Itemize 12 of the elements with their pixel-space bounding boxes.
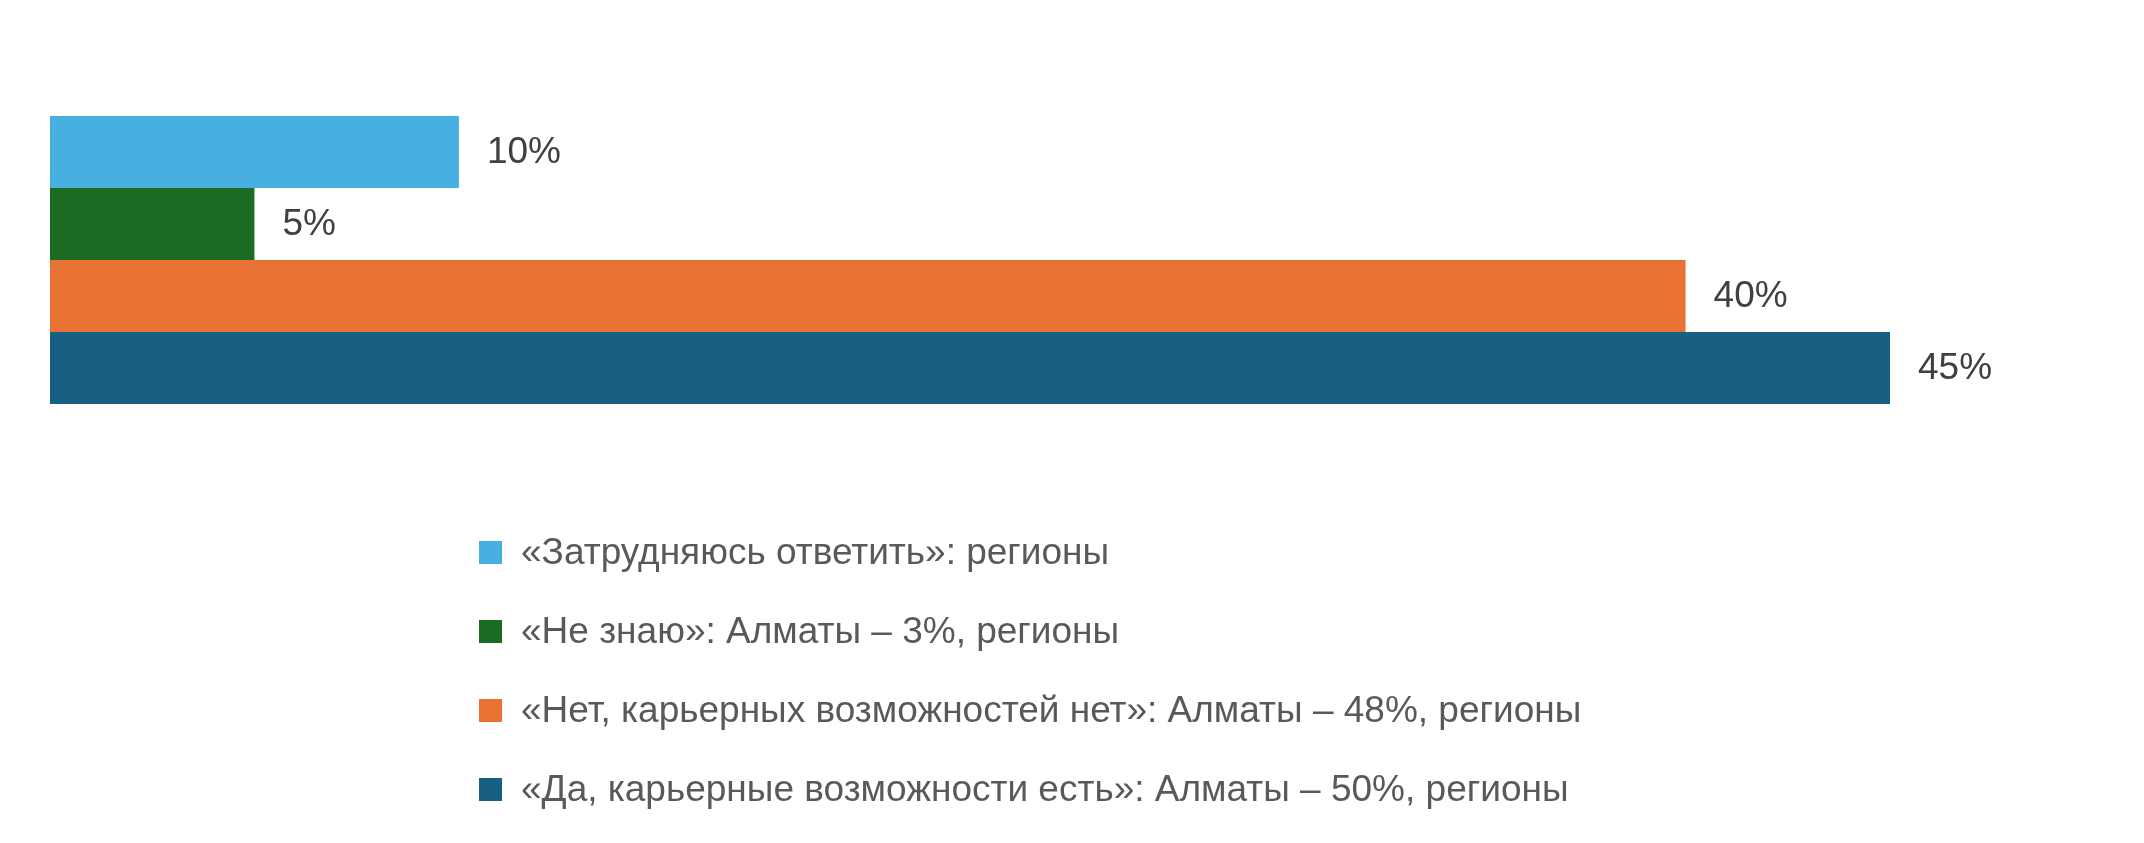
data-label: 45%	[1918, 346, 1993, 387]
data-label: 10%	[486, 130, 561, 171]
bar	[50, 260, 1686, 332]
bar	[50, 332, 1890, 404]
legend-label: «Затрудняюсь ответить»: регионы	[521, 530, 1110, 572]
legend-label: «Нет, карьерных возможностей нет»: Алматы – 48%, регионы	[521, 688, 1582, 730]
bar	[50, 188, 255, 260]
bar	[50, 116, 459, 188]
data-label: 40%	[1713, 274, 1788, 315]
legend-label: «Да, карьерные возможности есть»: Алматы – 50%, регионы	[521, 767, 1569, 809]
data-label: 5%	[282, 202, 336, 243]
legend-label: «Не знаю»: Алматы – 3%, регионы	[521, 609, 1120, 651]
